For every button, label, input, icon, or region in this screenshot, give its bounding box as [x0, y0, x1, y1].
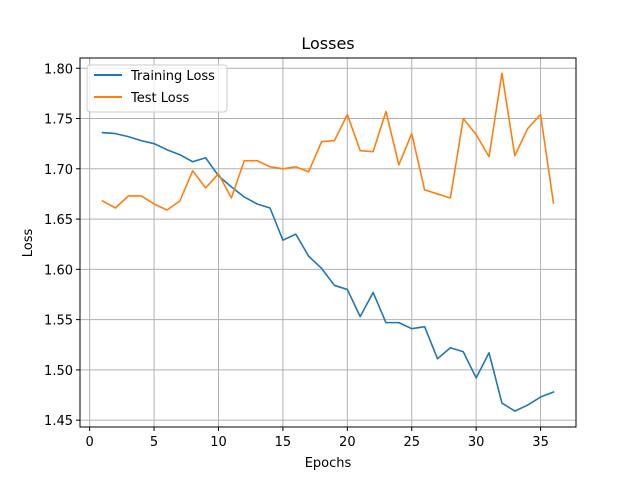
- training-loss-line: [101, 131, 555, 412]
- test-loss-line: [101, 72, 555, 211]
- y-tick-label: 1.70: [44, 163, 73, 178]
- x-tick-label: 20: [339, 435, 356, 450]
- x-tick-label: 5: [150, 435, 158, 450]
- legend-label-training: Training Loss: [130, 69, 215, 84]
- y-tick-label: 1.75: [44, 113, 73, 128]
- legend: Training Loss Test Loss: [86, 64, 228, 113]
- legend-box: [86, 64, 228, 113]
- y-axis: 1.45 1.50 1.55 1.60 1.65 1.70 1.75 1.80: [44, 62, 80, 429]
- x-tick-label: 10: [210, 435, 227, 450]
- y-tick-label: 1.60: [44, 263, 73, 278]
- y-tick-label: 1.65: [44, 213, 73, 228]
- x-tick-label: 15: [275, 435, 292, 450]
- x-axis-title: Epochs: [305, 456, 352, 471]
- x-tick-label: 35: [532, 435, 549, 450]
- x-axis: 0 5 10 15 20 25 30 35: [86, 427, 549, 450]
- y-tick-label: 1.80: [44, 62, 73, 77]
- legend-label-test: Test Loss: [130, 91, 189, 106]
- y-tick-label: 1.45: [44, 414, 73, 429]
- x-tick-label: 0: [86, 435, 94, 450]
- plot-frame: [79, 57, 577, 428]
- x-tick-label: 30: [468, 435, 485, 450]
- chart-title: Losses: [301, 34, 354, 53]
- y-tick-label: 1.55: [44, 314, 73, 329]
- y-tick-label: 1.50: [44, 364, 73, 379]
- x-tick-label: 25: [403, 435, 420, 450]
- y-axis-title: Loss: [21, 229, 36, 258]
- series-lines: [101, 72, 555, 412]
